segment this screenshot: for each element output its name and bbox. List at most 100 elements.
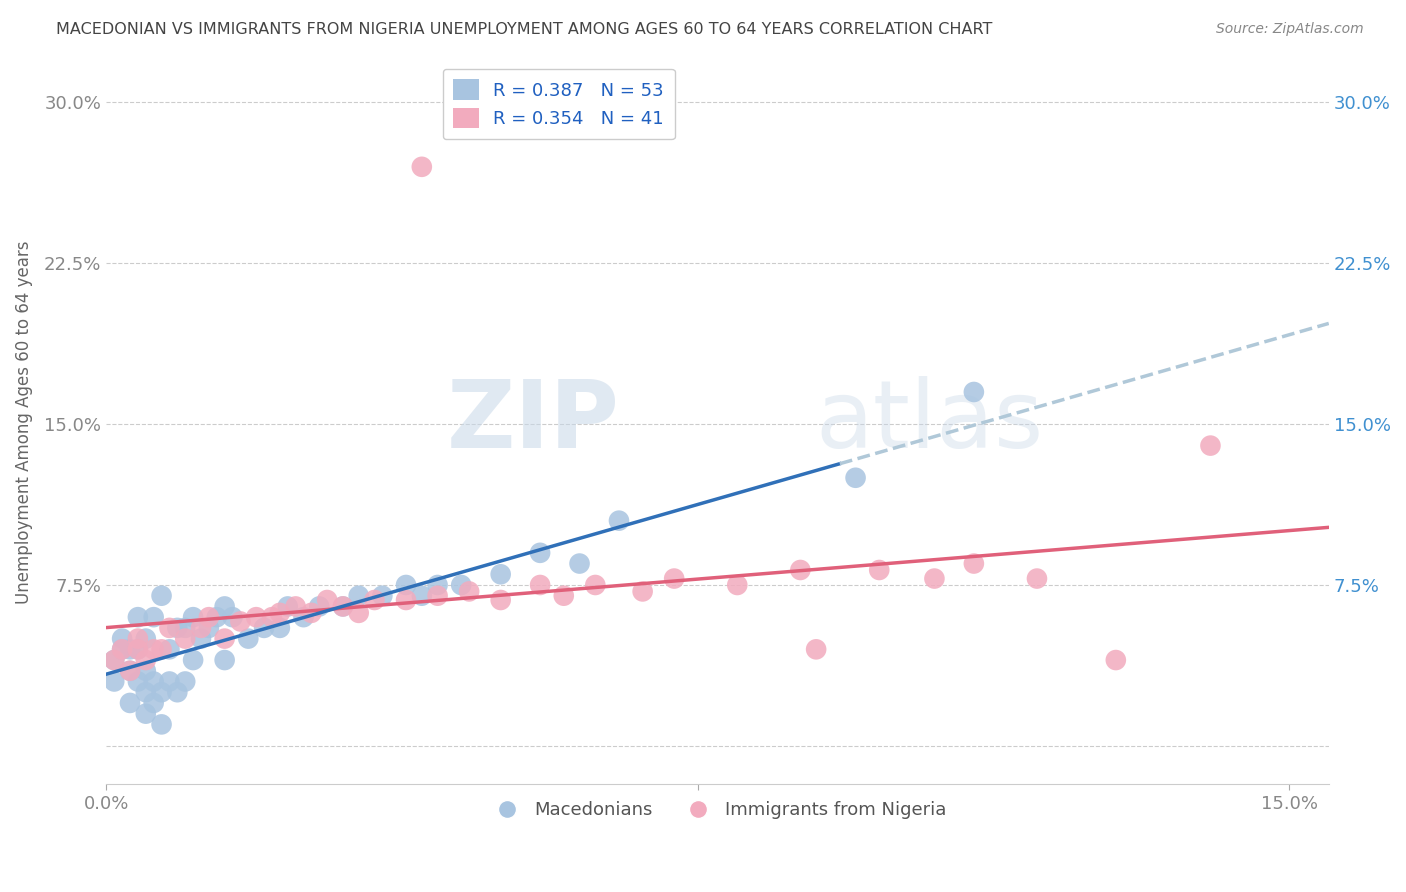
Point [159,642,181,657]
Point [269,621,291,635]
Point [166,685,188,699]
Point [804,642,827,657]
Point [845,471,868,485]
Point [135,685,157,699]
Point [553,589,575,603]
Point [198,610,221,624]
Point [103,653,125,667]
Point [127,610,149,624]
Point [1026,572,1049,586]
Point [118,642,141,657]
Point [395,593,418,607]
Point [150,685,173,699]
Point [127,674,149,689]
Point [142,610,165,624]
Point [127,642,149,657]
Point [205,610,228,624]
Point [166,621,188,635]
Point [1199,439,1222,453]
Point [142,642,165,657]
Point [277,599,299,614]
Point [159,674,181,689]
Point [1105,653,1128,667]
Point [489,567,512,582]
Point [198,621,221,635]
Point [245,610,267,624]
Point [260,610,283,624]
Point [159,621,181,635]
Point [135,706,157,721]
Point [332,599,354,614]
Point [631,584,654,599]
Point [411,160,433,174]
Point [308,599,330,614]
Point [411,589,433,603]
Point [529,546,551,560]
Point [868,563,890,577]
Point [292,610,315,624]
Point [214,632,236,646]
Point [142,696,165,710]
Point [725,578,748,592]
Point [963,557,986,571]
Point [127,632,149,646]
Point [529,578,551,592]
Point [269,606,291,620]
Point [789,563,811,577]
Point [142,674,165,689]
Point [181,653,204,667]
Text: Source: ZipAtlas.com: Source: ZipAtlas.com [1216,22,1364,37]
Point [111,642,134,657]
Point [174,621,197,635]
Point [347,589,370,603]
Point [450,578,472,592]
Point [135,664,157,678]
Point [664,572,686,586]
Point [229,615,252,629]
Point [371,589,394,603]
Point [284,599,307,614]
Point [150,642,173,657]
Point [103,674,125,689]
Text: atlas: atlas [815,376,1043,468]
Point [924,572,946,586]
Point [190,621,212,635]
Point [426,589,449,603]
Point [103,653,125,667]
Point [395,578,418,592]
Point [458,584,481,599]
Point [253,621,276,635]
Point [190,632,212,646]
Point [238,632,260,646]
Point [174,674,197,689]
Point [583,578,606,592]
Point [135,632,157,646]
Point [347,606,370,620]
Y-axis label: Unemployment Among Ages 60 to 64 years: Unemployment Among Ages 60 to 64 years [15,240,32,604]
Point [568,557,591,571]
Text: ZIP: ZIP [447,376,620,468]
Point [332,599,354,614]
Point [150,589,173,603]
Point [963,384,986,399]
Legend: Macedonians, Immigrants from Nigeria: Macedonians, Immigrants from Nigeria [482,794,953,826]
Point [316,593,339,607]
Point [181,610,204,624]
Point [111,642,134,657]
Point [118,664,141,678]
Point [118,664,141,678]
Point [174,632,197,646]
Point [214,653,236,667]
Point [118,696,141,710]
Point [426,578,449,592]
Point [607,514,630,528]
Point [363,593,385,607]
Point [221,610,243,624]
Text: MACEDONIAN VS IMMIGRANTS FROM NIGERIA UNEMPLOYMENT AMONG AGES 60 TO 64 YEARS COR: MACEDONIAN VS IMMIGRANTS FROM NIGERIA UN… [56,22,993,37]
Point [299,606,322,620]
Point [111,632,134,646]
Point [135,653,157,667]
Point [127,642,149,657]
Point [214,599,236,614]
Point [150,717,173,731]
